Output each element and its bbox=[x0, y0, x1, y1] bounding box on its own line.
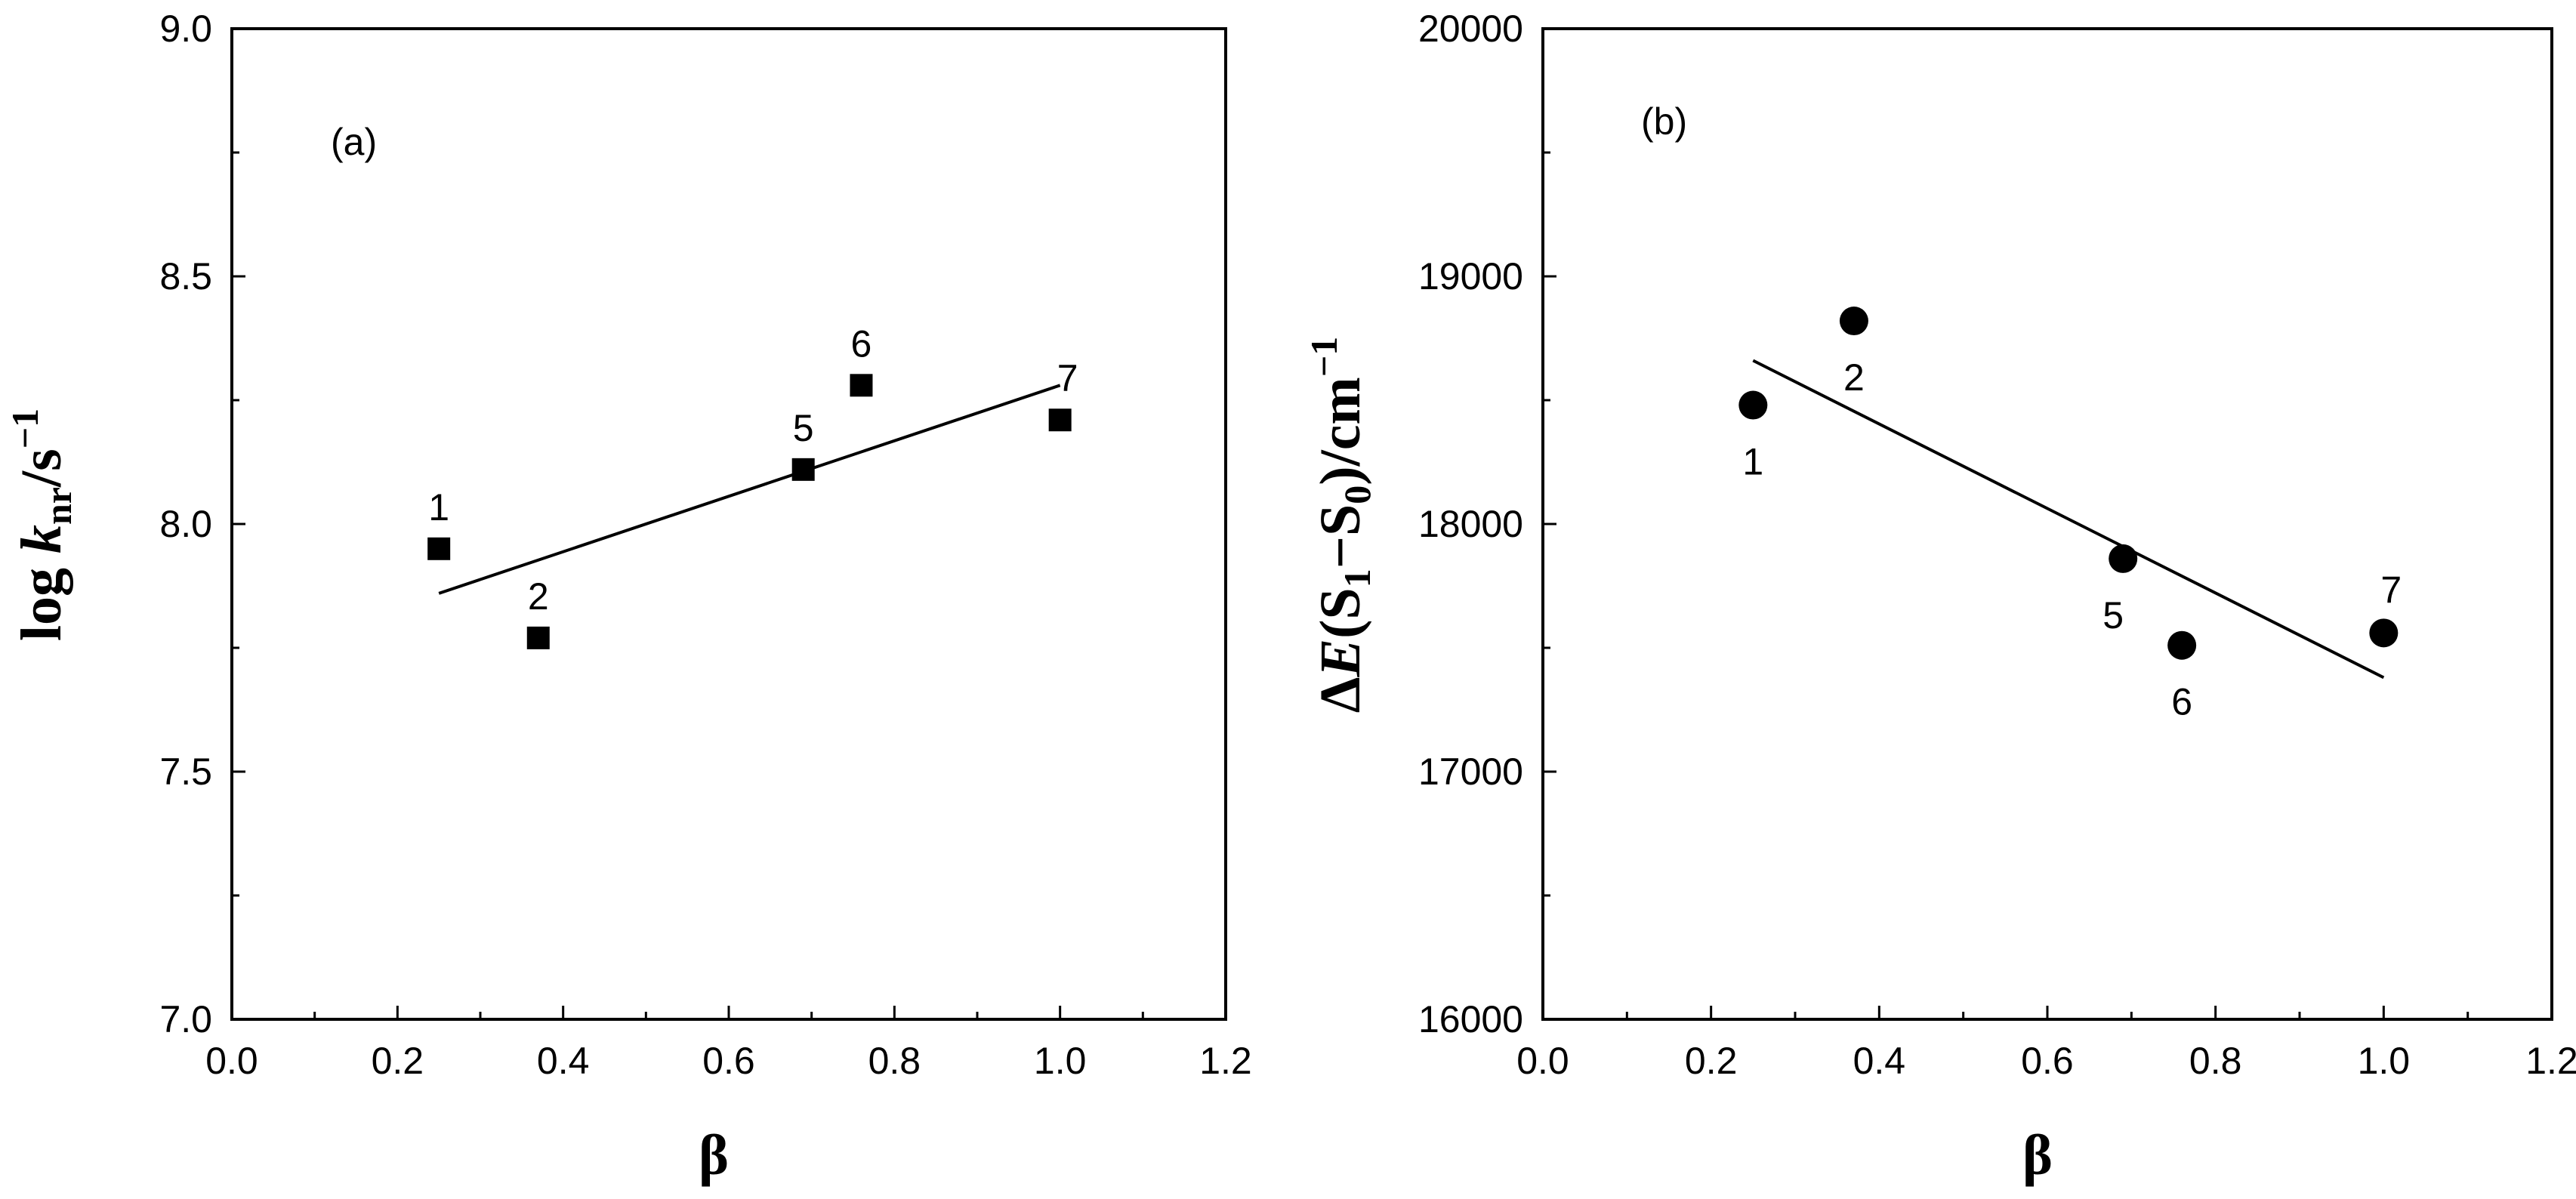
y-tick-labels-b: 16000 17000 18000 19000 20000 bbox=[1418, 8, 1523, 1040]
y-axis-title-a: log knr/s−1 bbox=[4, 408, 79, 641]
plot-frame-a bbox=[230, 27, 1227, 1021]
x-tick-label: 0.6 bbox=[702, 1040, 755, 1082]
y-title-b-prefix: Δ bbox=[1309, 677, 1372, 714]
y-title-a-prefix: log bbox=[10, 553, 73, 641]
x-tick-label: 0.2 bbox=[372, 1040, 424, 1082]
y-title-b-symbol: E bbox=[1309, 639, 1372, 678]
y-tick-labels-a: 7.0 7.5 8.0 8.5 9.0 bbox=[159, 8, 212, 1040]
y-tick-label: 18000 bbox=[1418, 503, 1523, 545]
y-title-b-close: )/cm bbox=[1309, 377, 1372, 485]
x-tick-label: 0.4 bbox=[537, 1040, 590, 1082]
data-point-b-6 bbox=[2167, 630, 2197, 660]
x-tick-label: 1.0 bbox=[1034, 1040, 1087, 1082]
point-label-a-1: 1 bbox=[428, 486, 449, 529]
x-tick-label: 1.0 bbox=[2358, 1040, 2411, 1082]
x-tick-label: 0.0 bbox=[205, 1040, 258, 1082]
point-labels-b: 1 2 5 6 7 bbox=[1742, 356, 2402, 723]
y-tick-label: 8.5 bbox=[159, 255, 212, 297]
y-tick-label: 17000 bbox=[1418, 751, 1523, 793]
fit-line-group-b bbox=[1752, 359, 2385, 680]
y-axis-title-b: ΔE(S1−S0)/cm−1 bbox=[1303, 337, 1378, 713]
y-title-a-symbol: k bbox=[10, 525, 73, 553]
point-label-a-6: 6 bbox=[851, 322, 872, 365]
x-tick-label: 0.8 bbox=[868, 1040, 921, 1082]
y-tick-label: 9.0 bbox=[159, 8, 212, 50]
panel-label-b: (b) bbox=[1641, 100, 1687, 143]
data-point-a-1 bbox=[427, 537, 451, 560]
data-point-b-7 bbox=[2369, 618, 2399, 648]
y-tick-label: 19000 bbox=[1418, 255, 1523, 297]
y-title-b-mid: −S bbox=[1309, 504, 1372, 569]
point-label-a-5: 5 bbox=[793, 407, 814, 449]
data-point-a-7 bbox=[1048, 408, 1072, 432]
x-axis-title-b: β bbox=[2022, 1123, 2053, 1187]
y-tick-label: 16000 bbox=[1418, 998, 1523, 1040]
y-title-a-subscript: nr bbox=[37, 487, 79, 525]
panel-a: 0.0 0.2 0.4 0.6 0.8 1.0 1.2 7.0 7.5 8.0 8.5 9.0 1 2… bbox=[4, 8, 1252, 1187]
panel-label-a: (a) bbox=[331, 121, 377, 163]
points-a bbox=[427, 374, 1072, 649]
y-title-a-unit: /s bbox=[10, 448, 73, 488]
points-b bbox=[1738, 307, 2399, 660]
point-label-b-7: 7 bbox=[2380, 569, 2402, 611]
data-point-b-1 bbox=[1738, 390, 1768, 420]
point-labels-a: 1 2 56 7 bbox=[428, 322, 1078, 618]
point-label-b-2: 2 bbox=[1843, 356, 1865, 399]
x-tick-label: 0.6 bbox=[2021, 1040, 2074, 1082]
point-label-b-5: 5 bbox=[2102, 594, 2124, 636]
y-tick-label: 7.5 bbox=[159, 751, 212, 793]
point-label-a-7: 7 bbox=[1057, 357, 1078, 399]
x-tick-label: 1.2 bbox=[2525, 1040, 2576, 1082]
x-tick-label: 0.0 bbox=[1516, 1040, 1569, 1082]
fit-line-group-a bbox=[438, 384, 1061, 595]
y-title-b-superscript: −1 bbox=[1303, 337, 1345, 378]
x-tick-label: 0.2 bbox=[1685, 1040, 1738, 1082]
point-label-a-2: 2 bbox=[528, 575, 549, 618]
x-tick-labels-a: 0.0 0.2 0.4 0.6 0.8 1.0 1.2 bbox=[205, 1040, 1252, 1082]
y-title-b-sub2: 0 bbox=[1336, 485, 1378, 504]
data-point-a-5 bbox=[791, 458, 815, 481]
point-label-b-6: 6 bbox=[2171, 681, 2192, 723]
data-point-a-6 bbox=[850, 374, 873, 397]
y-tick-label: 7.0 bbox=[159, 998, 212, 1040]
data-point-b-5 bbox=[2109, 544, 2138, 573]
y-title-b-open: (S bbox=[1309, 587, 1372, 639]
plot-frame-b bbox=[1541, 27, 2553, 1021]
point-label-b-1: 1 bbox=[1742, 441, 1763, 483]
y-title-a-superscript: −1 bbox=[4, 408, 46, 449]
ticks-a bbox=[230, 27, 1227, 1021]
fit-line bbox=[1752, 359, 2385, 680]
x-tick-label: 1.2 bbox=[1199, 1040, 1252, 1082]
x-axis-title-a: β bbox=[699, 1123, 729, 1187]
data-point-b-2 bbox=[1839, 307, 1868, 336]
fit-line bbox=[438, 384, 1061, 595]
y-title-b-sub1: 1 bbox=[1336, 569, 1378, 587]
data-point-a-2 bbox=[526, 626, 550, 649]
x-tick-labels-b: 0.0 0.2 0.4 0.6 0.8 1.0 1.2 bbox=[1516, 1040, 2576, 1082]
ticks-b bbox=[1541, 27, 2553, 1021]
x-tick-label: 0.4 bbox=[1853, 1040, 1906, 1082]
panel-b: 0.0 0.2 0.4 0.6 0.8 1.0 1.2 16000 17000 18000 190… bbox=[1303, 8, 2576, 1187]
x-tick-label: 0.8 bbox=[2189, 1040, 2242, 1082]
y-tick-label: 20000 bbox=[1418, 8, 1523, 50]
y-tick-label: 8.0 bbox=[159, 503, 212, 545]
